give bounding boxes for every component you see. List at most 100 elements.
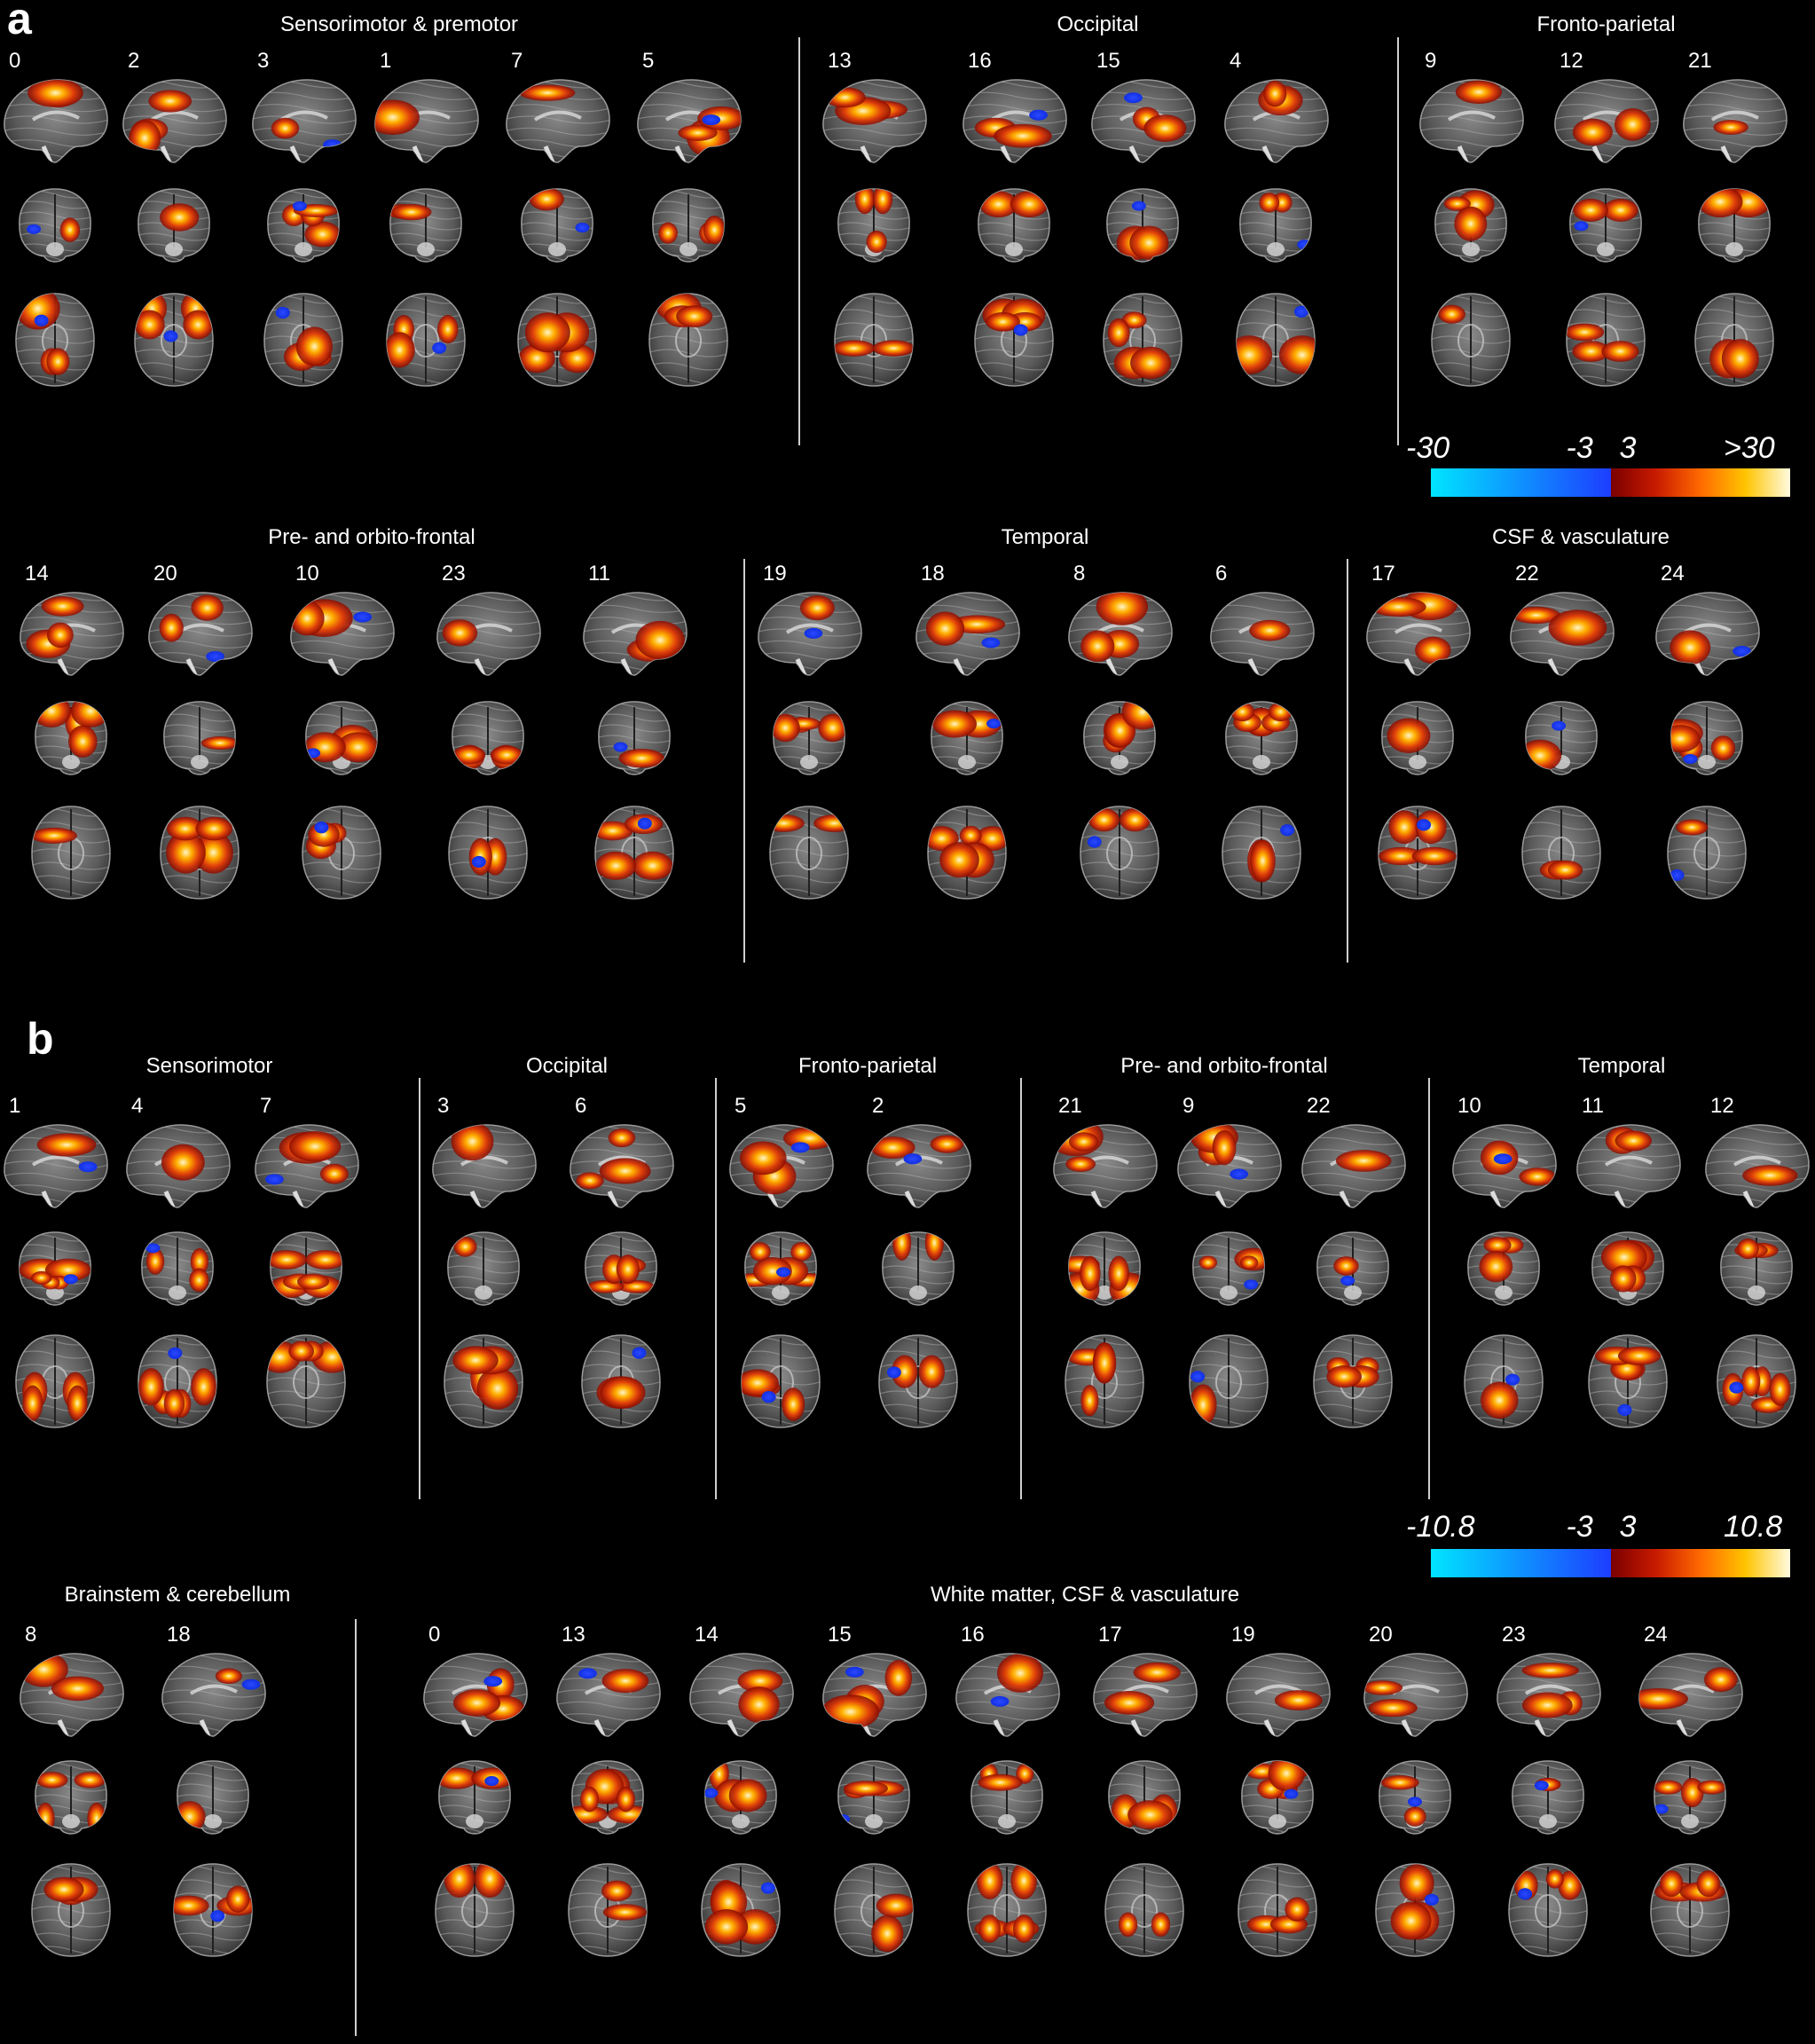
component-label: 15 [1096,49,1120,73]
activation-blob [59,217,81,242]
activation-blob [1703,1667,1738,1693]
activation-blob [1274,1690,1323,1711]
activation-blob [193,831,233,874]
activation-blob [986,311,1020,332]
component-label: 17 [1371,562,1395,586]
activation-blob [737,1669,783,1693]
coronal-slice [27,698,115,780]
component-label: 8 [1073,562,1086,586]
deactivation-blob [1670,869,1685,882]
deactivation-blob [804,627,823,639]
sagittal-slice [1218,75,1333,164]
activation-blob [1212,1130,1237,1166]
sagittal-slice [631,75,746,164]
activation-blob [374,99,420,136]
activation-blob [1121,311,1147,329]
component-label: 21 [1058,1094,1082,1118]
component-label: 22 [1307,1094,1331,1118]
axial-slice [829,1861,918,1959]
activation-blob [703,216,725,245]
activation-blob [616,1254,640,1285]
activation-blob [1454,206,1488,241]
axial-slice [155,804,244,901]
activation-blob [271,117,300,139]
activation-blob [1483,1237,1512,1254]
axial-slice [1426,291,1515,389]
activation-blob [452,745,486,765]
brain-outline [148,592,253,676]
activation-blob [1285,1897,1309,1922]
activation-blob [476,1367,519,1410]
coronal-slice [1217,698,1306,780]
brain-outline [1419,79,1524,163]
activation-blob [1521,1692,1573,1718]
deactivation-blob [145,1243,161,1254]
component-label: 12 [1710,1094,1734,1118]
activation-blob [822,1694,880,1729]
activation-blob [1133,1662,1181,1683]
coronal-slice [696,1757,785,1839]
activation-blob [453,1689,501,1717]
activation-blob [1681,1777,1704,1808]
deactivation-blob [1417,819,1432,831]
component-label: 20 [1369,1623,1393,1647]
axial-slice [1100,1861,1189,1959]
activation-blob [1617,1346,1662,1365]
activation-blob [676,305,713,328]
deactivation-blob [264,1174,284,1185]
deactivation-blob [1493,1153,1512,1165]
activation-blob [1573,198,1608,222]
coronal-slice [829,1757,918,1839]
sagittal-slice [909,588,1025,677]
activation-blob [1603,198,1638,222]
colorbar-negative [1431,468,1611,497]
sagittal-slice [368,75,483,164]
deactivation-blob [702,114,721,126]
activation-blob [47,622,74,649]
deactivation-blob [206,650,225,662]
activation-blob [1415,810,1447,845]
activation-blob [1572,341,1610,362]
activation-blob [939,842,979,878]
sagittal-slice [1087,1649,1202,1738]
activation-blob [635,620,685,660]
colorbar-negative [1431,1549,1611,1577]
axial-slice [923,804,1011,901]
activation-blob [1096,592,1149,625]
activation-blob [1104,1690,1155,1715]
coronal-slice [962,1757,1051,1839]
axial-slice [130,291,218,389]
activation-blob [319,1163,349,1184]
component-label: 2 [872,1094,884,1118]
deactivation-blob [1230,1168,1249,1180]
deactivation-blob [1293,305,1308,318]
activation-blob [595,851,637,880]
colorbar-label-pos-min: 3 [1619,1510,1637,1544]
axial-slice [1308,1333,1397,1430]
sagittal-slice [1220,1649,1335,1738]
sagittal-slice [1171,1120,1286,1209]
activation-blob [749,1242,771,1262]
activation-blob [959,825,982,845]
component-label: 18 [921,562,945,586]
sagittal-slice [1413,75,1528,164]
deactivation-blob [1244,1279,1259,1290]
activation-blob [1547,860,1583,880]
coronal-slice [11,1229,99,1310]
axial-slice [1504,1861,1592,1959]
coronal-slice [1504,1757,1592,1839]
activation-blob [873,189,893,215]
activation-blob [1742,1165,1798,1186]
deactivation-blob [1124,92,1143,104]
sagittal-slice [1699,1120,1814,1209]
activation-blob [818,713,845,743]
sagittal-slice [1649,588,1764,677]
axial-slice [829,291,918,389]
activation-blob [51,1676,105,1702]
axial-slice [563,1861,652,1959]
coronal-slice [829,185,918,267]
activation-blob [1713,120,1748,135]
component-label: 16 [968,49,992,73]
component-label: 6 [575,1094,587,1118]
brain-outline [506,79,610,163]
